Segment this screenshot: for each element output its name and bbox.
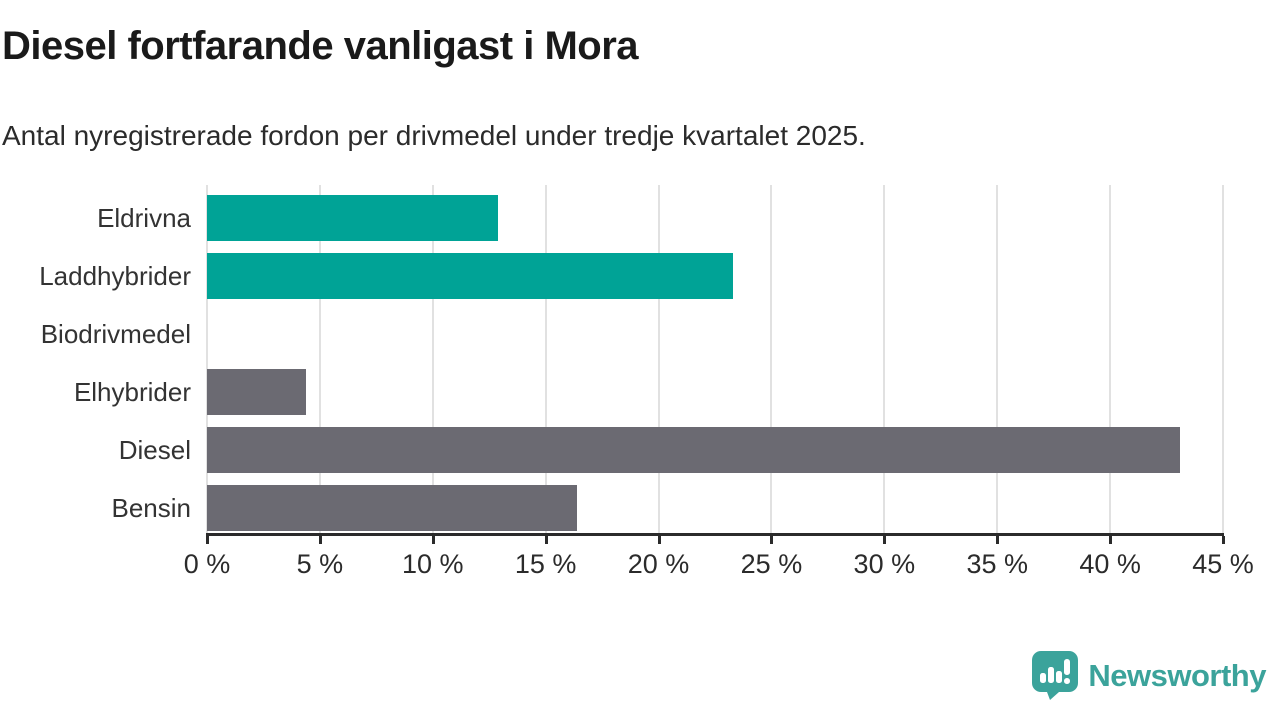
bar-chart-plot-area: Eldrivna Laddhybrider Biodrivmedel Elhybrid… — [39, 185, 1254, 579]
gridline-35 — [996, 185, 999, 533]
x-axis-tick-5 — [318, 536, 322, 544]
x-axis-tick-0 — [206, 536, 209, 544]
x-tick-label-40: 40 % — [1079, 549, 1141, 579]
x-axis-tick-35 — [996, 536, 1000, 544]
category-label-biodrivmedel: Biodrivmedel — [40, 319, 191, 349]
bar-bensin — [207, 485, 578, 531]
x-tick-label-10: 10 % — [401, 549, 464, 579]
gridline-0 — [206, 185, 208, 533]
chart-title: Diesel fortfarande vanligast i Mora — [2, 24, 639, 68]
chart-subtitle: Antal nyregistrerade fordon per drivmede… — [2, 120, 866, 151]
x-tick-label-20: 20 % — [627, 549, 690, 579]
category-label-elhybrider: Elhybrider — [73, 377, 191, 407]
bar-eldrivna — [207, 195, 499, 241]
gridline-5 — [318, 185, 321, 533]
gridline-30 — [883, 185, 886, 533]
x-tick-label-30: 30 % — [853, 549, 916, 579]
x-axis-tick-20 — [657, 536, 661, 544]
x-tick-label-45: 45 % — [1192, 549, 1254, 579]
category-label-laddhybrider: Laddhybrider — [39, 261, 191, 291]
brand-name: Newsworthy — [1088, 657, 1266, 693]
bar-diesel — [207, 427, 1181, 473]
gridline-10 — [431, 185, 434, 533]
x-tick-label-25: 25 % — [740, 549, 803, 579]
x-axis-tick-30 — [883, 536, 887, 544]
x-axis-tick-45 — [1222, 536, 1225, 544]
category-label-bensin: Bensin — [111, 493, 192, 523]
gridline-45 — [1222, 185, 1224, 533]
newsworthy-logo-icon — [1032, 651, 1079, 700]
category-label-diesel: Diesel — [118, 435, 191, 465]
x-axis-tick-10 — [431, 536, 435, 544]
x-tick-label-0: 0 % — [183, 549, 231, 579]
x-axis-line — [206, 533, 1224, 536]
gridline-15 — [544, 185, 547, 533]
x-axis-tick-25 — [770, 536, 774, 544]
x-axis-tick-40 — [1109, 536, 1113, 544]
x-axis-tick-15 — [544, 536, 548, 544]
gridline-25 — [770, 185, 773, 533]
x-tick-label-15: 15 % — [514, 549, 577, 579]
category-label-eldrivna: Eldrivna — [97, 203, 191, 233]
x-tick-label-35: 35 % — [966, 549, 1028, 579]
brand-footer: Newsworthy — [1032, 651, 1266, 700]
x-tick-label-5: 5 % — [296, 549, 344, 579]
bar-elhybrider — [207, 369, 307, 415]
gridline-20 — [657, 185, 660, 533]
bar-laddhybrider — [207, 253, 734, 299]
gridline-40 — [1109, 185, 1112, 533]
